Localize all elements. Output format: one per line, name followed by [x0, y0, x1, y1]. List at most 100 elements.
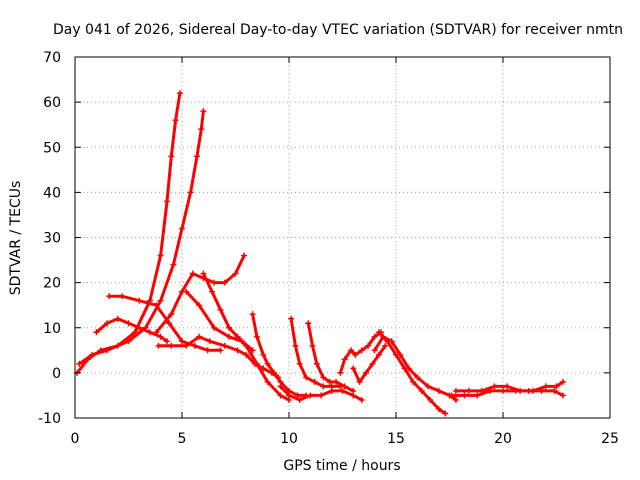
data-point — [559, 392, 566, 399]
data-point — [119, 293, 126, 300]
data-point — [93, 329, 100, 336]
data-point — [388, 338, 395, 345]
data-point — [525, 387, 532, 394]
data-point — [371, 333, 378, 340]
axis-ticks — [74, 56, 611, 419]
data-point — [243, 342, 250, 349]
series-arc-8 — [200, 270, 292, 403]
data-point — [155, 342, 162, 349]
data-point — [198, 126, 205, 133]
data-point — [253, 333, 260, 340]
x-tick-label: 15 — [387, 431, 405, 447]
data-point — [504, 383, 511, 390]
y-tick-labels: -10 0 10 20 30 40 50 60 70 — [38, 50, 61, 427]
data-point — [168, 311, 175, 318]
data-point — [358, 396, 365, 403]
series-arc-4 — [106, 293, 224, 354]
data-point — [410, 378, 417, 385]
data-point — [183, 288, 190, 295]
data-point — [538, 387, 545, 394]
series-line — [306, 321, 355, 393]
data-point — [296, 396, 303, 403]
data-point — [164, 198, 171, 205]
y-tick-label: 70 — [43, 50, 61, 66]
y-tick-label: 60 — [43, 95, 61, 111]
data-point — [106, 293, 113, 300]
data-point — [168, 342, 175, 349]
data-point — [271, 369, 278, 376]
data-point — [204, 347, 211, 354]
data-point — [288, 315, 295, 322]
data-point — [172, 117, 179, 124]
series-line — [201, 272, 291, 402]
data-point — [553, 383, 560, 390]
x-tick-label: 0 — [71, 431, 80, 447]
data-point — [131, 329, 138, 336]
data-point — [125, 338, 132, 345]
series-arc-15 — [371, 333, 459, 403]
data-point — [168, 153, 175, 160]
data-point — [253, 360, 260, 367]
data-point — [350, 392, 357, 399]
data-point — [164, 338, 171, 345]
data-point — [435, 387, 442, 394]
series-arc-9 — [249, 311, 310, 399]
data-point — [260, 365, 267, 372]
x-tick-label: 10 — [280, 431, 298, 447]
series-line — [454, 380, 565, 393]
data-point — [217, 306, 224, 313]
data-point — [234, 347, 241, 354]
data-point — [491, 383, 498, 390]
y-tick-label: 10 — [43, 321, 61, 337]
data-point — [226, 333, 233, 340]
series-arc-12 — [277, 383, 365, 403]
data-point — [397, 351, 404, 358]
data-point — [427, 396, 434, 403]
data-point — [206, 338, 213, 345]
data-point — [435, 405, 442, 412]
y-tick-label: -10 — [38, 411, 61, 427]
series-line — [373, 335, 458, 402]
data-point — [333, 378, 340, 385]
series-arc-5 — [153, 252, 248, 336]
data-point — [352, 351, 359, 358]
data-point — [196, 302, 203, 309]
data-point — [189, 270, 196, 277]
data-point — [326, 378, 333, 385]
data-point — [341, 356, 348, 363]
data-point — [196, 333, 203, 340]
data-point — [221, 342, 228, 349]
grid-lines — [75, 57, 610, 418]
chart-title: Day 041 of 2026, Sidereal Day-to-day VTE… — [53, 22, 623, 38]
y-axis-label: SDTVAR / TECUs — [8, 181, 24, 296]
data-point — [465, 387, 472, 394]
data-point — [277, 383, 284, 390]
data-point — [296, 360, 303, 367]
data-point — [339, 387, 346, 394]
data-point — [487, 387, 494, 394]
data-point — [365, 342, 372, 349]
data-point — [200, 270, 207, 277]
x-tick-label: 20 — [494, 431, 512, 447]
series-line — [450, 389, 565, 397]
data-point — [232, 270, 239, 277]
data-point — [221, 279, 228, 286]
data-point — [448, 392, 455, 399]
y-tick-label: 20 — [43, 276, 61, 292]
data-point — [382, 342, 389, 349]
data-point — [474, 392, 481, 399]
y-tick-label: 40 — [43, 185, 61, 201]
data-point — [405, 365, 412, 372]
data-point — [249, 311, 256, 318]
series-arc-17 — [452, 378, 566, 394]
series-arc-11 — [305, 320, 357, 394]
x-tick-labels: 0 5 10 15 20 25 — [71, 431, 619, 447]
data-point — [193, 153, 200, 160]
data-point — [452, 387, 459, 394]
data-point — [211, 279, 218, 286]
data-point — [89, 351, 96, 358]
data-point — [157, 297, 164, 304]
data-point — [179, 338, 185, 345]
data-point — [243, 351, 250, 358]
